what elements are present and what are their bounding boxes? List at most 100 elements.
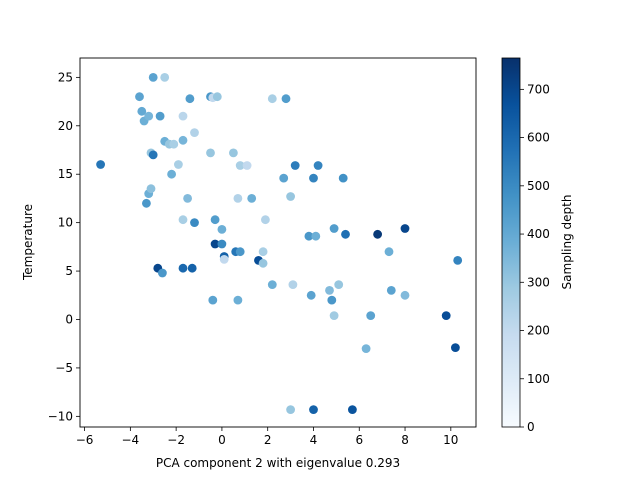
colorbar-tick-label: 300 xyxy=(527,275,550,289)
y-tick-label: 5 xyxy=(65,264,73,278)
scatter-point xyxy=(279,173,289,183)
y-tick-label: 10 xyxy=(58,216,73,230)
colorbar-tick-label: 600 xyxy=(527,131,550,145)
scatter-point xyxy=(290,161,300,170)
scatter-point xyxy=(167,169,177,179)
scatter-point xyxy=(210,239,220,249)
scatter-point xyxy=(96,160,105,169)
scatter-point xyxy=(286,405,295,414)
scatter-point xyxy=(400,224,410,233)
scatter-point xyxy=(309,405,318,414)
scatter-point xyxy=(327,295,337,305)
scatter-point xyxy=(233,194,243,203)
x-tick-label: 4 xyxy=(310,433,318,447)
colorbar-tick-label: 700 xyxy=(527,82,550,96)
scatter-point xyxy=(137,106,147,116)
x-axis-ticks: −6 −4 −2 0 2 4 6 8 10 xyxy=(76,427,458,447)
scatter-point xyxy=(160,73,170,82)
scatter-point xyxy=(233,295,243,305)
colorbar-tick-label: 500 xyxy=(527,179,550,193)
colorbar-tick-label: 200 xyxy=(527,324,550,338)
scatter-point xyxy=(309,173,318,183)
scatter-point xyxy=(258,258,268,268)
y-tick-label: 0 xyxy=(65,312,73,326)
colorbar-tick-label: 400 xyxy=(527,227,550,241)
scatter-point xyxy=(148,73,158,82)
scatter-point xyxy=(329,311,339,320)
y-tick-label: 15 xyxy=(58,167,73,181)
plot-area-frame xyxy=(79,57,477,428)
scatter-point xyxy=(441,311,451,320)
y-tick-label: 25 xyxy=(58,70,73,84)
scatter-point xyxy=(366,311,376,320)
scatter-point xyxy=(288,280,298,289)
scatter-point xyxy=(190,128,199,138)
x-tick-label: 0 xyxy=(218,433,226,447)
scatter-point xyxy=(306,290,316,300)
scatter-point xyxy=(208,295,218,305)
scatter-point xyxy=(329,224,339,233)
scatter-point xyxy=(158,268,167,278)
scatter-point xyxy=(210,215,220,225)
scatter-point xyxy=(178,135,188,145)
scatter-point xyxy=(187,263,197,273)
scatter-point xyxy=(325,286,334,295)
x-tick-label: 6 xyxy=(355,433,363,447)
scatter-point xyxy=(235,247,245,257)
scatter-point xyxy=(212,92,222,102)
x-tick-label: 2 xyxy=(264,433,272,447)
scatter-point xyxy=(267,280,277,289)
scatter-point xyxy=(155,111,165,121)
colorbar-ticks: 0 100 200 300 400 500 600 700 xyxy=(520,82,550,434)
scatter-point xyxy=(144,111,154,121)
x-tick-label: 8 xyxy=(401,433,409,447)
colorbar-tick-label: 0 xyxy=(527,420,535,434)
scatter-point xyxy=(135,92,144,102)
scatter-point xyxy=(247,194,257,203)
scatter-point xyxy=(219,255,229,264)
scatter-point xyxy=(386,286,396,295)
scatter-point xyxy=(178,263,188,273)
scatter-point xyxy=(338,173,348,183)
y-axis-label: Temperature xyxy=(21,204,35,281)
scatter-points xyxy=(96,73,463,414)
y-tick-label: 20 xyxy=(58,119,73,133)
y-axis-ticks: −10 −5 0 5 10 15 20 25 xyxy=(48,70,80,423)
colorbar-tick-label: 100 xyxy=(527,372,550,386)
scatter-point xyxy=(242,161,252,170)
scatter-point xyxy=(183,194,193,203)
scatter-point xyxy=(169,139,179,149)
scatter-point xyxy=(304,231,314,241)
scatter-point xyxy=(361,344,371,353)
colorbar-label: Sampling depth xyxy=(560,195,574,290)
colorbar-gradient xyxy=(501,57,521,428)
scatter-point xyxy=(286,192,295,201)
scatter-point xyxy=(190,218,199,228)
scatter-point xyxy=(313,161,323,170)
scatter-point xyxy=(267,94,277,104)
x-tick-label: −2 xyxy=(167,433,185,447)
scatter-point xyxy=(258,247,268,257)
y-tick-label: −10 xyxy=(48,409,73,423)
scatter-point xyxy=(142,198,151,208)
scatter-point xyxy=(451,343,460,352)
scatter-point xyxy=(334,280,344,289)
x-tick-label: 10 xyxy=(443,433,458,447)
scatter-point xyxy=(217,225,227,234)
scatter-point xyxy=(348,405,357,414)
scatter-point xyxy=(311,231,321,241)
scatter-point xyxy=(341,229,350,239)
x-tick-label: −4 xyxy=(122,433,140,447)
colorbar: 0 100 200 300 400 500 600 700 Sampling depth xyxy=(501,57,574,434)
scatter-point xyxy=(281,94,291,104)
x-axis-label: PCA component 2 with eigenvalue 0.293 xyxy=(156,456,400,470)
scatter-point xyxy=(261,215,270,225)
scatter-point xyxy=(235,161,245,170)
scatter-point xyxy=(400,290,410,300)
scatter-point xyxy=(384,247,394,257)
scatter-point xyxy=(217,239,227,249)
y-tick-label: −5 xyxy=(55,361,73,375)
scatter-point xyxy=(206,148,215,158)
